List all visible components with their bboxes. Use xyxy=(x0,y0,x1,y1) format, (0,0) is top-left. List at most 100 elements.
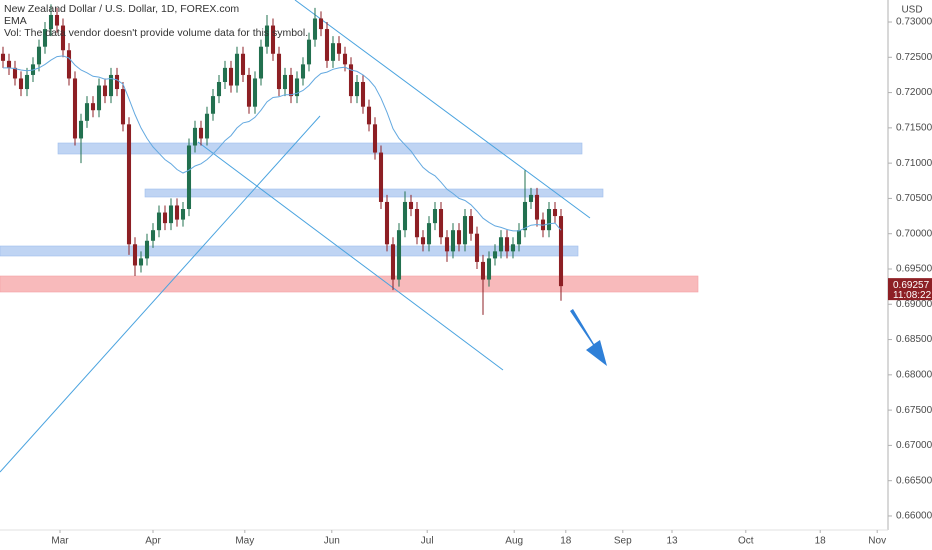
candle-body xyxy=(480,261,486,280)
chart-title: New Zealand Dollar / U.S. Dollar, 1D, FO… xyxy=(4,3,239,15)
candle-body xyxy=(282,74,288,90)
x-tick-label: Oct xyxy=(738,536,754,547)
candle-body xyxy=(168,205,174,224)
candle-body xyxy=(60,25,66,51)
candle-body xyxy=(486,258,492,280)
candle-body xyxy=(294,78,300,97)
candle-body xyxy=(264,25,270,47)
candle-body xyxy=(84,103,90,121)
candle-body xyxy=(42,29,48,47)
candle-body xyxy=(318,18,324,30)
trend-line xyxy=(197,141,504,371)
candle-body xyxy=(54,14,60,26)
zone xyxy=(0,245,579,257)
candle-body xyxy=(522,201,528,231)
ema-line xyxy=(3,55,562,232)
candle-body xyxy=(516,230,522,245)
candle-body xyxy=(66,50,72,79)
price-tag-countdown: 11:08:22 xyxy=(893,290,932,301)
candle-body xyxy=(114,74,120,90)
y-tick-label: 0.72500 xyxy=(896,52,932,63)
candle-body xyxy=(534,194,540,220)
candle-body xyxy=(462,216,468,245)
arrow xyxy=(570,309,607,366)
x-tick-label: Apr xyxy=(145,536,161,547)
candle-body xyxy=(222,67,228,82)
candle-body xyxy=(108,74,114,97)
candle-body xyxy=(270,25,276,54)
candle-body xyxy=(150,230,156,241)
candle-body xyxy=(276,53,282,90)
indicator-name: EMA xyxy=(4,15,27,27)
candle-body xyxy=(396,230,402,280)
candle-body xyxy=(372,124,378,153)
volume-note: Vol: The data vendor doesn't provide vol… xyxy=(4,27,308,39)
candle-body xyxy=(210,96,216,114)
candle-body xyxy=(18,78,24,90)
x-tick-label: Mar xyxy=(51,536,69,547)
candle-body xyxy=(306,39,312,65)
candle-body xyxy=(204,113,210,139)
y-tick-label: 0.73000 xyxy=(896,17,932,28)
candle-body xyxy=(336,43,342,54)
y-tick-label: 0.69000 xyxy=(896,299,932,310)
candle-body xyxy=(96,85,102,111)
x-tick-label: Aug xyxy=(505,536,523,547)
candle-body xyxy=(384,201,390,245)
y-tick-label: 0.67000 xyxy=(896,440,932,451)
candle-body xyxy=(198,127,204,139)
candle-body xyxy=(48,14,54,30)
candle-body xyxy=(390,244,396,280)
plot xyxy=(0,4,564,315)
candle-body xyxy=(552,209,558,217)
candle-body xyxy=(240,53,246,75)
candle-body xyxy=(120,89,126,125)
candle-body xyxy=(498,237,504,252)
candle-body xyxy=(444,237,450,252)
zone xyxy=(144,188,604,198)
candle-body xyxy=(90,103,96,111)
candle-body xyxy=(6,60,12,68)
candle-body xyxy=(504,237,510,252)
y-tick-label: 0.68500 xyxy=(896,334,932,345)
candle-body xyxy=(132,244,138,266)
candle-body xyxy=(144,240,150,259)
candle-body xyxy=(162,212,168,224)
zone xyxy=(0,275,699,293)
y-tick-label: 0.67500 xyxy=(896,405,932,416)
currency: USD xyxy=(901,5,922,16)
candle-body xyxy=(348,64,354,97)
candle-body xyxy=(258,46,264,79)
candle-body xyxy=(408,201,414,210)
candle-body xyxy=(420,237,426,245)
x-tick-label: Jul xyxy=(421,536,434,547)
y-tick-label: 0.70000 xyxy=(896,228,932,239)
candle-body xyxy=(342,53,348,65)
y-tick-label: 0.66500 xyxy=(896,475,932,486)
candle-body xyxy=(174,205,180,220)
candle-body xyxy=(138,258,144,266)
candle-body xyxy=(24,74,30,90)
candle-body xyxy=(312,18,318,40)
candle-body xyxy=(414,209,420,238)
trend-line xyxy=(294,0,591,219)
candle-body xyxy=(102,85,108,97)
y-tick-label: 0.70500 xyxy=(896,193,932,204)
candle-body xyxy=(354,81,360,97)
candle-body xyxy=(228,67,234,86)
candle-body xyxy=(366,106,372,125)
candle-body xyxy=(216,81,222,97)
candle-body xyxy=(402,201,408,231)
x-tick-label: Jun xyxy=(324,536,340,547)
x-tick-label: Nov xyxy=(868,536,886,547)
candle-body xyxy=(36,46,42,65)
candle-body xyxy=(474,233,480,262)
candle-body xyxy=(126,124,132,245)
candle-body xyxy=(288,74,294,97)
x-tick-label: May xyxy=(235,536,254,547)
candle-body xyxy=(546,209,552,231)
candle-body xyxy=(186,145,192,210)
x-tick-label: 18 xyxy=(815,536,827,547)
candle-body xyxy=(360,81,366,107)
